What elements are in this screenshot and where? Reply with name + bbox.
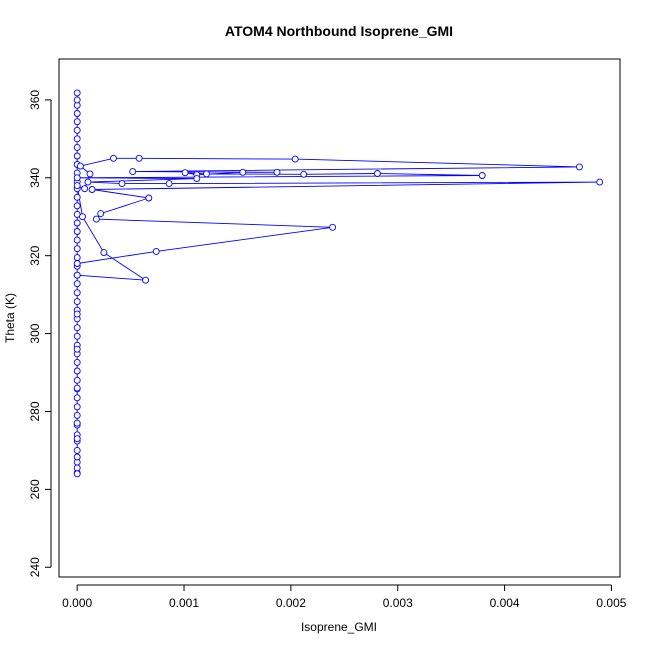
data-point xyxy=(142,276,150,284)
data-point xyxy=(73,435,81,443)
data-point xyxy=(73,193,81,201)
data-point xyxy=(73,310,81,318)
data-point xyxy=(73,174,81,182)
data-point xyxy=(596,178,604,186)
data-point xyxy=(88,186,96,193)
data-point xyxy=(291,155,299,163)
data-point xyxy=(73,358,81,366)
y-tick-label: 320 xyxy=(28,245,42,265)
chart-title: ATOM4 Northbound Isoprene_GMI xyxy=(225,23,453,39)
data-point xyxy=(145,194,153,202)
data-point xyxy=(84,178,92,186)
data-point xyxy=(329,223,337,231)
data-point xyxy=(165,180,173,188)
data-point xyxy=(373,170,381,177)
data-point xyxy=(73,376,81,384)
data-point xyxy=(181,169,189,177)
data-point xyxy=(135,154,143,162)
x-axis: 0.000 0.001 0.002 0.003 0.004 0.005 xyxy=(62,584,627,610)
data-point xyxy=(300,170,308,178)
x-tick-label: 0.001 xyxy=(169,596,199,610)
data-point xyxy=(193,175,201,183)
data-point xyxy=(92,215,100,223)
y-tick-label: 260 xyxy=(28,479,42,499)
y-axis: 240 260 280 300 320 340 360 xyxy=(28,90,52,577)
y-tick-label: 360 xyxy=(28,90,42,110)
data-point xyxy=(575,163,583,171)
x-axis-label: Isoprene_GMI xyxy=(301,620,377,634)
data-point xyxy=(73,260,81,267)
data-point xyxy=(73,367,81,375)
data-point xyxy=(73,470,81,478)
data-point xyxy=(73,219,81,227)
y-tick-label: 300 xyxy=(28,323,42,343)
data-point xyxy=(73,403,81,411)
data-point xyxy=(73,394,81,402)
data-point xyxy=(97,210,105,218)
data-point xyxy=(118,180,126,188)
data-point xyxy=(73,245,81,253)
x-tick-label: 0.004 xyxy=(490,596,520,610)
data-point xyxy=(273,168,281,176)
x-tick-label: 0.002 xyxy=(276,596,306,610)
data-point xyxy=(81,185,89,193)
data-point xyxy=(73,446,81,454)
data-point xyxy=(73,96,81,104)
data-point xyxy=(73,236,81,244)
data-point xyxy=(73,345,81,353)
data-point xyxy=(73,298,81,306)
data-point xyxy=(73,453,81,461)
data-point xyxy=(79,213,86,221)
data-point xyxy=(73,228,81,235)
data-series xyxy=(73,89,604,478)
data-point xyxy=(73,118,81,126)
data-point xyxy=(129,168,137,176)
data-point xyxy=(76,162,84,170)
y-tick-label: 340 xyxy=(28,167,42,187)
data-point xyxy=(73,332,81,340)
data-point xyxy=(110,154,117,162)
x-tick-label: 0.000 xyxy=(62,596,92,610)
data-point xyxy=(152,247,160,255)
data-point xyxy=(73,324,81,332)
data-point xyxy=(73,182,81,190)
y-axis-label: Theta (K) xyxy=(3,293,17,343)
data-point xyxy=(203,170,210,178)
data-point xyxy=(73,143,81,151)
x-tick-label: 0.005 xyxy=(596,596,626,610)
data-point xyxy=(73,202,81,210)
data-point xyxy=(73,126,81,134)
data-point xyxy=(86,170,94,178)
data-point xyxy=(73,271,81,279)
data-point xyxy=(73,280,81,288)
data-point xyxy=(100,249,108,257)
data-point xyxy=(73,89,81,97)
data-point xyxy=(73,152,81,160)
plot-area xyxy=(58,58,621,578)
data-point xyxy=(239,168,247,176)
data-point xyxy=(73,464,81,472)
data-point xyxy=(73,419,81,427)
data-point xyxy=(73,289,81,297)
data-point xyxy=(73,411,81,419)
y-tick-label: 240 xyxy=(28,557,42,577)
data-point xyxy=(478,172,486,179)
series-line xyxy=(76,92,600,474)
y-tick-label: 280 xyxy=(28,401,42,421)
data-point xyxy=(73,384,81,392)
data-point xyxy=(73,254,81,262)
data-point xyxy=(73,135,81,143)
x-tick-label: 0.003 xyxy=(383,596,413,610)
data-point xyxy=(73,110,81,117)
